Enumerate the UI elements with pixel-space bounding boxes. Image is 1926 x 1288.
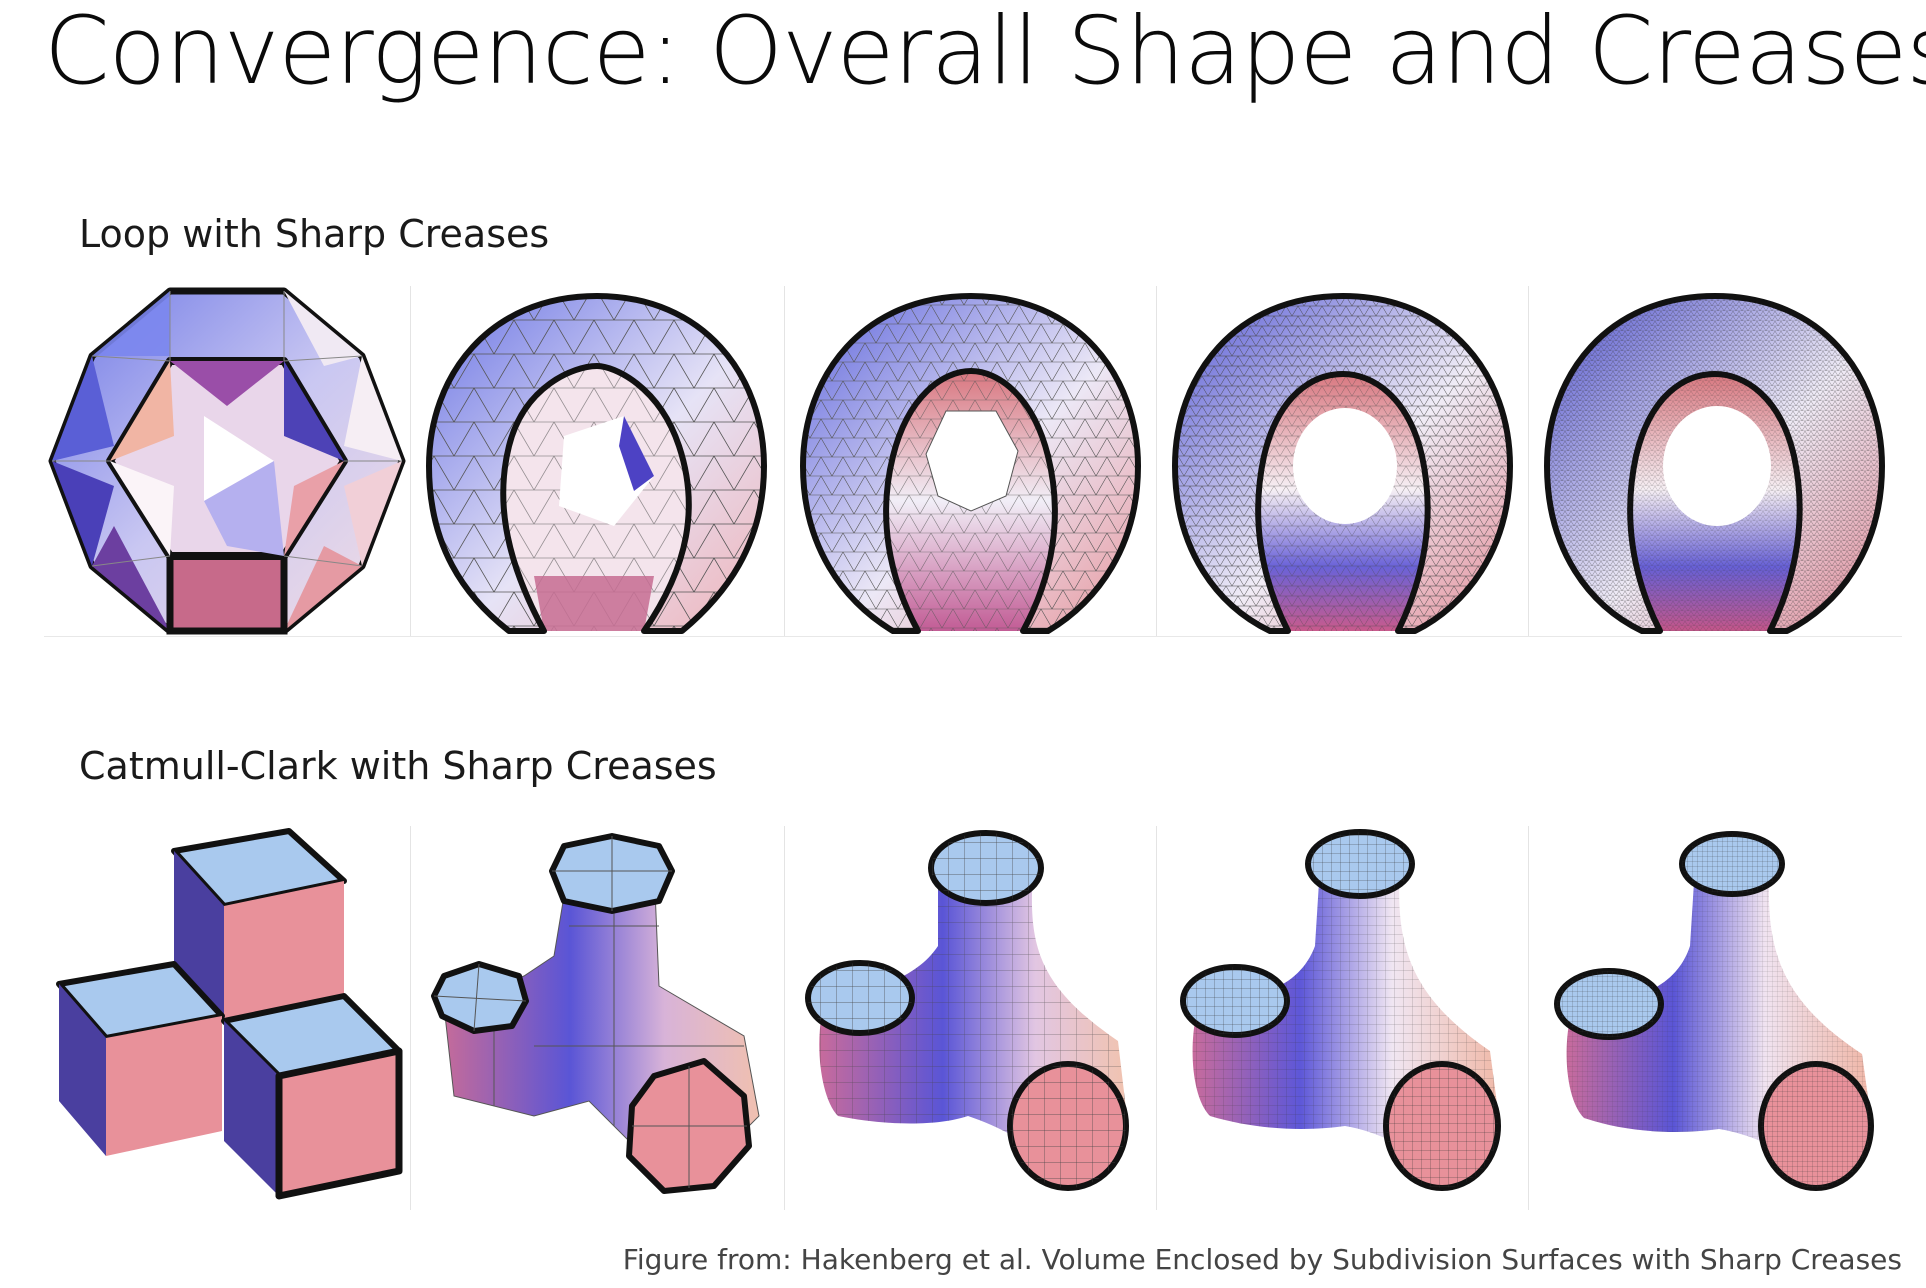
catmull-clark-step-0-figure: [44, 826, 410, 1206]
panel-divider: [1156, 826, 1157, 1210]
panel-divider: [410, 286, 411, 636]
catmull-clark-step-2-figure: [788, 826, 1154, 1206]
loop-row-label: Loop with Sharp Creases: [79, 212, 550, 256]
catmull-clark-step-4-figure: [1532, 826, 1898, 1206]
figure-caption: Figure from: Hakenberg et al. Volume Enc…: [622, 1243, 1902, 1276]
catmull-clark-step-1-figure: [414, 826, 780, 1206]
slide-title: Convergence: Overall Shape and Creases: [44, 0, 1926, 106]
loop-step-4-figure: [1532, 286, 1898, 636]
panel-divider: [784, 826, 785, 1210]
catmull-clark-step-3-figure: [1160, 826, 1526, 1206]
loop-row-baseline: [44, 636, 1902, 637]
loop-step-0-figure: [44, 286, 410, 636]
panel-divider: [1528, 826, 1529, 1210]
panel-divider: [1156, 286, 1157, 636]
catmull-clark-row-label: Catmull-Clark with Sharp Creases: [79, 744, 717, 788]
loop-step-3-figure: [1160, 286, 1526, 636]
loop-step-1-figure: [414, 286, 780, 636]
loop-step-2-figure: [788, 286, 1154, 636]
panel-divider: [784, 286, 785, 636]
panel-divider: [1528, 286, 1529, 636]
panel-divider: [410, 826, 411, 1210]
